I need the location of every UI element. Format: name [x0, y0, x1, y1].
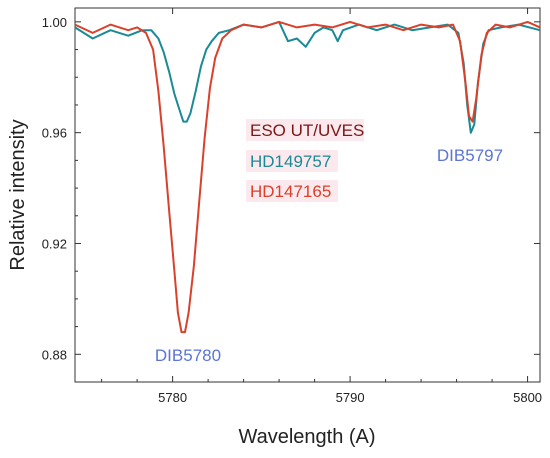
- series-line-hd149757: [74, 20, 541, 134]
- annotation-dib5780: DIB5780: [155, 346, 221, 365]
- legend-highlight-1: [246, 119, 364, 141]
- legend-highlight-2: [246, 150, 338, 172]
- legend: ESO UT/UVES HD149757 HD147165: [246, 119, 364, 202]
- x-tick-label: 5790: [336, 390, 365, 405]
- y-tick-label: 1.00: [42, 15, 67, 30]
- x-tick-label: 5800: [513, 390, 542, 405]
- legend-highlight-3: [246, 180, 338, 202]
- legend-entry-hd149757: HD149757: [250, 152, 331, 171]
- legend-entry-eso: ESO UT/UVES: [250, 121, 364, 140]
- x-axis-label: Wavelength (A): [238, 426, 375, 448]
- y-tick-label: 0.88: [42, 347, 67, 362]
- y-axis-label: Relative intensity: [7, 119, 29, 270]
- annotation-dib5797: DIB5797: [437, 146, 503, 165]
- legend-entry-hd147165: HD147165: [250, 182, 331, 201]
- plot-frame: [74, 7, 541, 383]
- series-layer: [74, 20, 541, 334]
- y-tick-label: 0.92: [42, 236, 67, 251]
- series-line-hd147165: [74, 20, 541, 334]
- y-tick-label: 0.96: [42, 126, 67, 141]
- y-axis: 0.88 0.92 0.96 1.00: [42, 15, 540, 383]
- x-tick-label: 5780: [158, 390, 187, 405]
- x-axis: 5780 5790 5800: [101, 8, 542, 405]
